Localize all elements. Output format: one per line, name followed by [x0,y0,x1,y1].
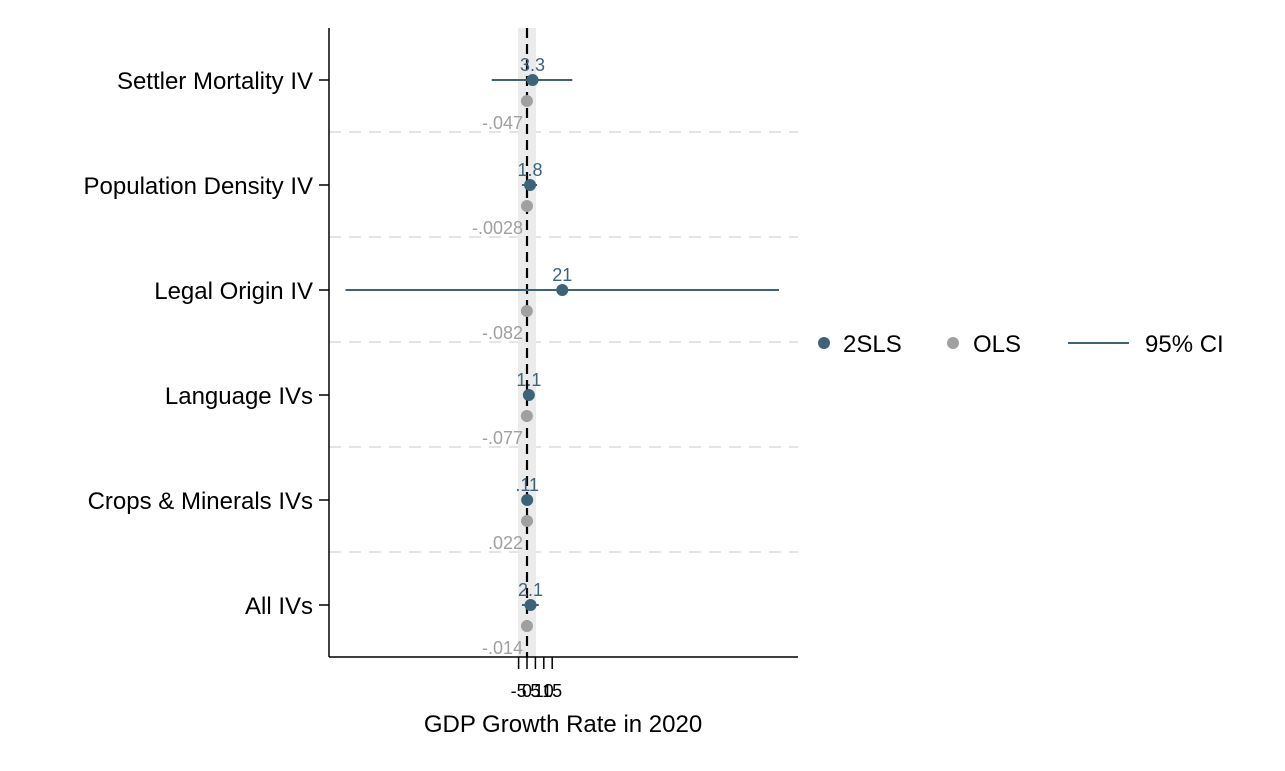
ols-point [520,410,533,422]
ols-points: -.047 -.0028 -.082 -.077 .022 -.014 [472,95,534,658]
twosls-value-label: 2.1 [518,580,543,600]
twosls-point [521,494,534,506]
category-label: Legal Origin IV [154,278,313,305]
x-tick-label: 0 [522,681,532,701]
x-tick-label: -5 [511,681,527,701]
category-label: Crops & Minerals IVs [88,488,313,515]
twosls-points: 3.3 1.8 21 1.1 .11 2.1 [515,55,572,611]
ols-value-label: -.082 [482,323,523,343]
category-label: All IVs [245,593,313,620]
group-separators [329,131,798,553]
category-labels: Settler Mortality IV Population Density I… [84,68,313,620]
category-label: Language IVs [165,383,313,410]
ols-point [521,515,534,527]
twosls-value-label: 21 [552,265,572,285]
legend-ols-marker [947,337,959,349]
legend: 2SLS OLS 95% CI [818,331,1224,358]
ols-value-label: -.047 [482,113,523,133]
legend-2sls-marker [818,337,830,349]
twosls-value-label: 1.1 [516,370,541,390]
x-tick-label: 15 [542,681,562,701]
ols-value-label: -.077 [482,428,523,448]
ols-point [520,305,533,317]
legend-2sls-label: 2SLS [843,331,902,358]
category-label: Settler Mortality IV [117,68,313,95]
legend-ols-label: OLS [973,331,1021,358]
twosls-point [524,599,537,611]
twosls-value-label: .11 [515,475,539,495]
legend-ci-label: 95% CI [1145,331,1224,358]
ols-point [520,200,533,212]
ols-value-label: -.014 [482,638,523,658]
x-tick-label: 5 [530,681,540,701]
x-axis [329,656,798,669]
twosls-value-label: 1.8 [518,160,543,180]
ols-point [520,95,533,107]
twosls-point [522,389,535,401]
y-axis [319,28,330,657]
ols-value-label: .022 [488,533,523,553]
twosls-point [524,179,537,191]
ols-point [520,620,533,632]
twosls-point [526,74,539,86]
x-tick-label: 10 [534,681,554,701]
x-axis-label: GDP Growth Rate in 2020 [424,711,702,738]
category-label: Population Density IV [84,173,313,200]
ols-value-label: -.0028 [472,218,523,238]
twosls-point [556,284,569,296]
twosls-value-label: 3.3 [520,55,545,75]
